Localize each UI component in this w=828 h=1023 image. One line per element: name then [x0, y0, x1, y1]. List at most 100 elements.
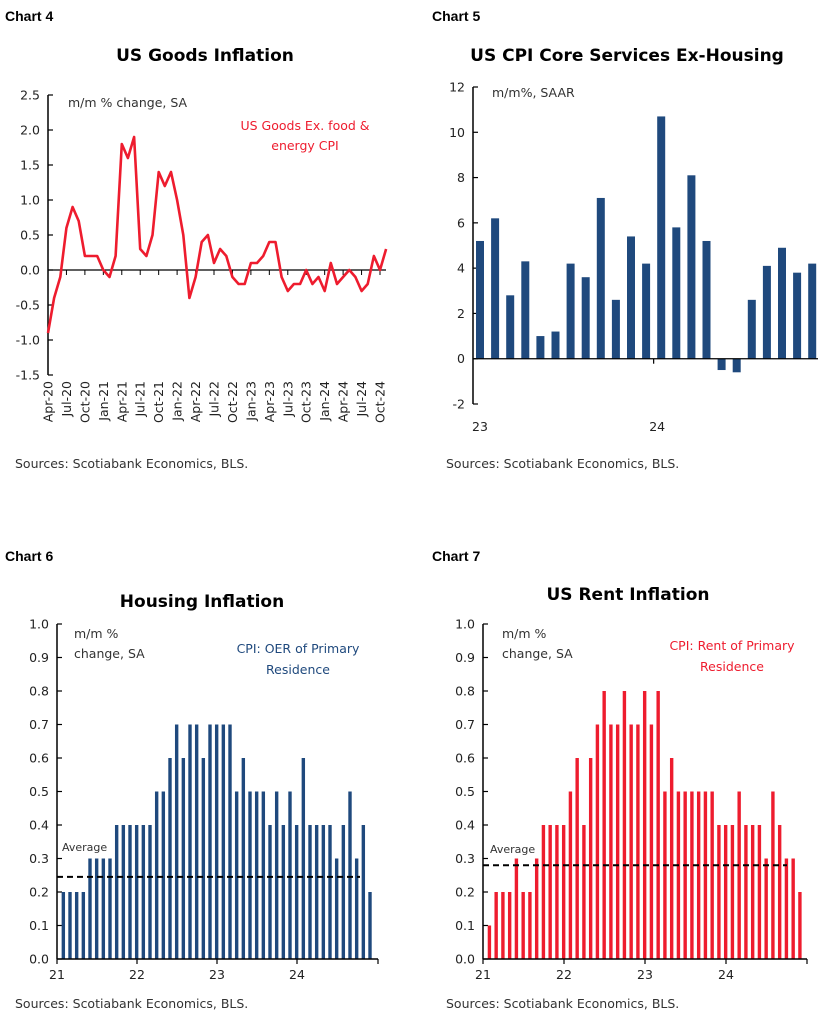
x-tick-label: Jan-22	[170, 381, 185, 422]
y-tick-label: 0.5	[29, 784, 49, 799]
bar	[476, 240, 484, 359]
bar	[334, 858, 339, 959]
y-tick-label: 0.9	[455, 650, 475, 665]
bar	[566, 263, 575, 359]
bar	[588, 758, 593, 959]
y-tick-label: -1.0	[16, 333, 40, 348]
units-note-line1: m/m %	[74, 626, 119, 641]
y-tick-label: 10	[449, 125, 465, 140]
bar	[534, 858, 539, 959]
bar	[744, 825, 748, 959]
legend-label-line2: Residence	[266, 662, 330, 677]
x-tick-label: Jul-23	[280, 381, 295, 418]
bar	[568, 791, 573, 959]
x-tick-label: Apr-23	[262, 381, 277, 422]
bar	[101, 858, 106, 959]
y-tick-label: 2.5	[20, 88, 40, 103]
bar	[148, 825, 152, 959]
bar	[602, 691, 606, 959]
y-tick-label: 1.0	[455, 617, 475, 632]
x-tick-label: Apr-24	[336, 381, 351, 422]
bar	[649, 724, 654, 959]
bar	[61, 892, 66, 959]
bar	[188, 724, 192, 959]
y-tick-label: 0.8	[455, 684, 475, 699]
y-tick-label: 0.4	[29, 818, 49, 833]
bar	[341, 825, 346, 959]
bar	[784, 858, 789, 959]
x-tick-label: 21	[49, 967, 65, 982]
bar	[168, 758, 172, 959]
y-tick-label: 0	[457, 351, 465, 366]
legend-label-line2: energy CPI	[271, 138, 338, 153]
x-tick-label: Jul-21	[133, 381, 148, 418]
plot-area: 1.0 0.9 0.8 0.7 0.6 0.5 0.4 0.3 0.2 0.1 0.021 22 23 2…	[29, 617, 379, 982]
bar	[690, 791, 694, 959]
bar	[676, 791, 681, 959]
bar	[134, 825, 139, 959]
plot-area: 12 10 8 6 4 2 0 -2 23 24	[449, 80, 818, 434]
bar	[321, 825, 326, 959]
bar	[288, 791, 292, 959]
bar	[506, 295, 515, 359]
x-tick-label: 22	[129, 967, 145, 982]
y-tick-label: 0.6	[29, 751, 49, 766]
legend-label-line2: Residence	[700, 659, 764, 674]
bar	[141, 825, 146, 959]
x-tick-label: Jan-21	[96, 381, 111, 422]
bar	[611, 299, 620, 359]
bar	[750, 825, 755, 959]
y-tick-label: 1.5	[20, 158, 40, 173]
bar	[491, 218, 500, 359]
bar	[221, 724, 226, 959]
y-tick-label: 12	[449, 80, 465, 95]
bar	[636, 724, 640, 959]
bar	[194, 724, 199, 959]
bar	[521, 261, 530, 359]
bar	[609, 724, 613, 959]
bar	[487, 925, 492, 959]
chart-5: Chart 5 US CPI Core Services Ex-Housing …	[432, 8, 818, 471]
legend-label-line1: CPI: Rent of Primary	[669, 638, 795, 653]
bar	[762, 265, 771, 359]
bar	[778, 247, 786, 359]
units-note-line1: m/m %	[502, 626, 547, 641]
bar	[757, 825, 762, 959]
bar	[687, 175, 696, 359]
bar	[723, 825, 728, 959]
chart-title: US Rent Inflation	[547, 585, 710, 605]
chart-4: Chart 4 US Goods Inflation m/m % change,…	[5, 8, 388, 471]
bar	[629, 724, 633, 959]
bar	[595, 724, 600, 959]
bar	[174, 724, 179, 959]
bar	[268, 825, 272, 959]
chart-title: US CPI Core Services Ex-Housing	[470, 46, 784, 66]
y-tick-label: -1.5	[16, 368, 40, 383]
bar	[214, 724, 219, 959]
bar	[368, 892, 372, 959]
bar	[108, 858, 112, 959]
bar	[234, 791, 239, 959]
bar	[88, 858, 92, 959]
bar	[777, 825, 782, 959]
bar	[551, 331, 560, 359]
bar	[281, 825, 286, 959]
y-tick-label: 0.1	[455, 918, 475, 933]
bar	[672, 227, 681, 359]
bar	[771, 791, 775, 959]
y-tick-label: 8	[457, 170, 465, 185]
y-tick-label: 0.5	[455, 784, 475, 799]
source-note: Sources: Scotiabank Economics, BLS.	[446, 996, 679, 1011]
units-note-line2: change, SA	[502, 646, 573, 661]
chart-number: Chart 6	[5, 548, 53, 564]
bar	[702, 240, 711, 359]
bar	[274, 791, 279, 959]
units-note-line2: change, SA	[74, 646, 145, 661]
y-tick-label: 0.4	[455, 818, 475, 833]
y-tick-label: 0.0	[29, 952, 49, 967]
bar	[730, 825, 735, 959]
x-tick-label: Jul-24	[354, 381, 369, 418]
series-line	[46, 135, 388, 334]
